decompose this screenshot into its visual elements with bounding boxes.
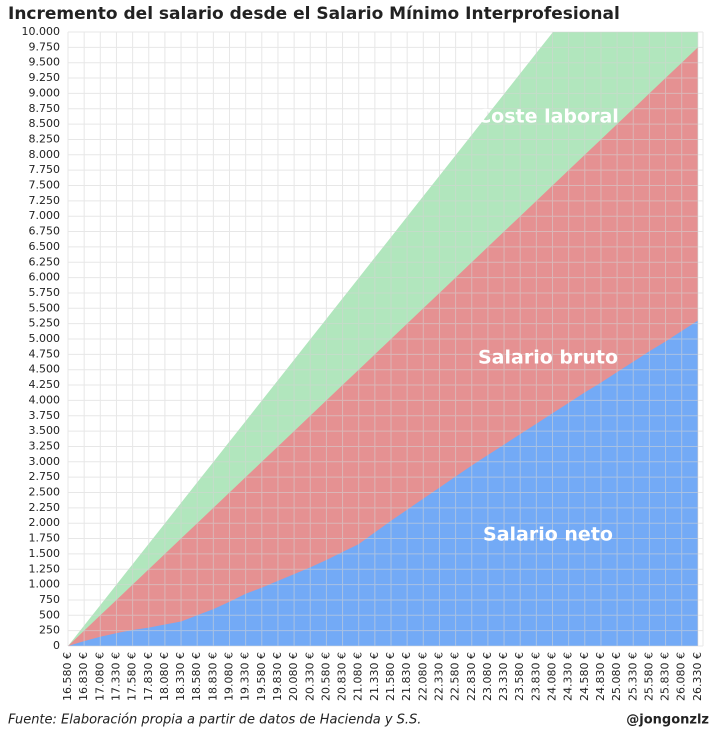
- y-tick-label: 8.750: [29, 102, 61, 115]
- y-tick-label: 2.250: [29, 501, 61, 514]
- y-tick-label: 750: [39, 593, 60, 606]
- y-tick-label: 6.500: [29, 240, 61, 253]
- y-tick-label: 0: [53, 639, 60, 652]
- x-tick-label: 24.830 €: [594, 652, 607, 701]
- y-tick-label: 7.750: [29, 163, 61, 176]
- x-tick-label: 26.330 €: [691, 652, 704, 701]
- y-tick-label: 10.000: [22, 25, 61, 38]
- x-tick-label: 19.080 €: [223, 652, 236, 701]
- x-tick-label: 24.580 €: [578, 652, 591, 701]
- y-tick-label: 7.500: [29, 179, 61, 192]
- y-tick-label: 6.750: [29, 225, 61, 238]
- y-tick-label: 3.250: [29, 439, 61, 452]
- y-tick-label: 3.500: [29, 424, 61, 437]
- grid: [67, 31, 704, 647]
- x-tick-label: 24.080 €: [546, 652, 559, 701]
- x-tick-label: 22.830 €: [465, 652, 478, 701]
- y-tick-label: 5.500: [29, 301, 61, 314]
- y-tick-label: 3.750: [29, 409, 61, 422]
- x-tick-label: 21.330 €: [368, 652, 381, 701]
- y-tick-label: 6.250: [29, 255, 61, 268]
- x-tick-label: 19.330 €: [239, 652, 252, 701]
- y-tick-label: 3.000: [29, 455, 61, 468]
- x-tick-label: 16.830 €: [77, 652, 90, 701]
- x-tick-label: 17.330 €: [109, 652, 122, 701]
- x-tick-label: 18.080 €: [158, 652, 171, 701]
- y-tick-label: 1.750: [29, 532, 61, 545]
- y-tick-label: 500: [39, 608, 60, 621]
- x-tick-label: 18.580 €: [190, 652, 203, 701]
- x-tick-label: 19.580 €: [255, 652, 268, 701]
- x-tick-label: 22.080 €: [416, 652, 429, 701]
- series-label: Coste laboral: [477, 106, 619, 128]
- y-tick-label: 8.000: [29, 148, 61, 161]
- area: [68, 320, 698, 646]
- y-tick-label: 4.750: [29, 347, 61, 360]
- y-tick-label: 9.000: [29, 86, 61, 99]
- x-tick-label: 25.330 €: [626, 652, 639, 701]
- y-tick-label: 1.250: [29, 562, 61, 575]
- x-tick-label: 23.330 €: [497, 652, 510, 701]
- x-tick-label: 18.830 €: [206, 652, 219, 701]
- y-tick-label: 1.000: [29, 578, 61, 591]
- y-tick-label: 7.250: [29, 194, 61, 207]
- y-tick-label: 9.750: [29, 40, 61, 53]
- x-tick-label: 21.080 €: [352, 652, 365, 701]
- x-tick-label: 16.580 €: [61, 652, 74, 701]
- y-tick-label: 1.500: [29, 547, 61, 560]
- x-tick-label: 19.830 €: [271, 652, 284, 701]
- y-tick-label: 7.000: [29, 209, 61, 222]
- x-tick-label: 17.830 €: [142, 652, 155, 701]
- series-label: Salario bruto: [478, 347, 618, 369]
- x-tick-label: 23.830 €: [529, 652, 542, 701]
- x-tick-label: 24.330 €: [562, 652, 575, 701]
- x-tick-label: 21.830 €: [400, 652, 413, 701]
- x-tick-label: 22.330 €: [432, 652, 445, 701]
- x-tick-label: 18.330 €: [174, 652, 187, 701]
- y-tick-label: 5.750: [29, 286, 61, 299]
- x-tick-label: 25.830 €: [659, 652, 672, 701]
- x-tick-label: 20.080 €: [287, 652, 300, 701]
- x-tick-label: 22.580 €: [449, 652, 462, 701]
- y-tick-label: 4.250: [29, 378, 61, 391]
- chart-title: Incremento del salario desde el Salario …: [8, 4, 620, 24]
- y-tick-label: 9.250: [29, 71, 61, 84]
- credit: @jongonzlz: [626, 713, 709, 728]
- y-tick-label: 2.000: [29, 516, 61, 529]
- y-tick-label: 250: [39, 624, 60, 637]
- x-tick-label: 17.080 €: [93, 652, 106, 701]
- x-tick-label: 25.080 €: [610, 652, 623, 701]
- x-tick-label: 20.830 €: [336, 652, 349, 701]
- series-label: Salario neto: [483, 524, 613, 546]
- plot-area: [68, 32, 698, 646]
- x-tick-label: 23.080 €: [481, 652, 494, 701]
- x-tick-label: 20.580 €: [319, 652, 332, 701]
- y-tick-label: 2.500: [29, 486, 61, 499]
- x-tick-label: 17.580 €: [126, 652, 139, 701]
- x-tick-label: 26.080 €: [675, 652, 688, 701]
- y-tick-label: 8.500: [29, 117, 61, 130]
- y-tick-label: 5.000: [29, 332, 61, 345]
- source: Fuente: Elaboración propia a partir de d…: [8, 713, 421, 728]
- x-tick-label: 25.580 €: [642, 652, 655, 701]
- y-tick-label: 4.000: [29, 393, 61, 406]
- y-tick-label: 2.750: [29, 470, 61, 483]
- y-tick-label: 5.250: [29, 317, 61, 330]
- x-tick-label: 23.580 €: [513, 652, 526, 701]
- y-tick-label: 4.500: [29, 363, 61, 376]
- x-tick-label: 21.580 €: [384, 652, 397, 701]
- y-tick-label: 6.000: [29, 271, 61, 284]
- y-tick-label: 9.500: [29, 56, 61, 69]
- y-tick-label: 8.250: [29, 132, 61, 145]
- x-tick-label: 20.330 €: [303, 652, 316, 701]
